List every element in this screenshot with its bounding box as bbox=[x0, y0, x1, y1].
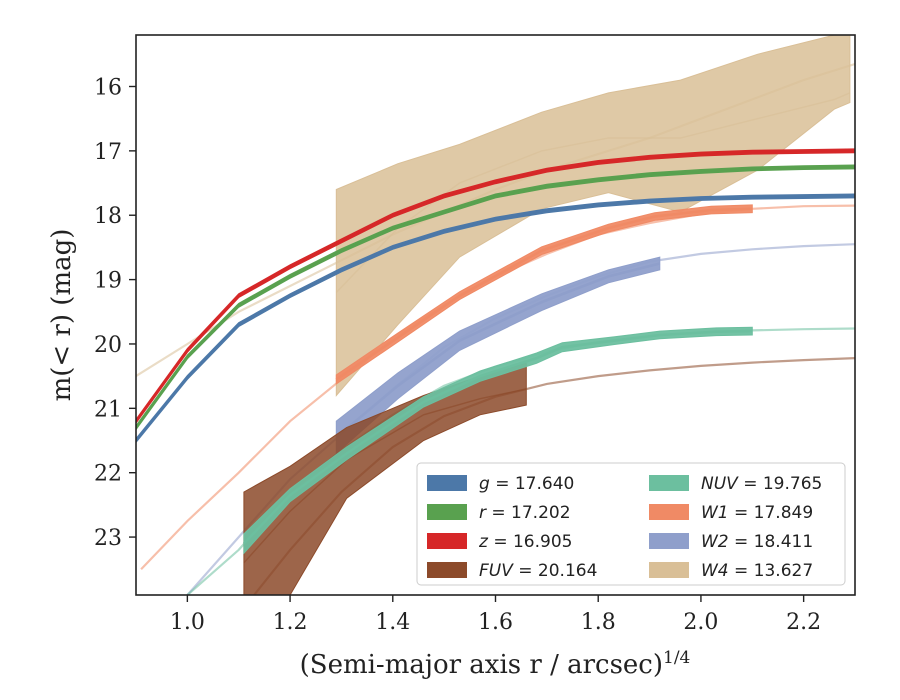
legend-label-fuv: FUV = 20.164 bbox=[479, 561, 597, 581]
series-w2-band bbox=[335, 256, 661, 455]
series-w2-line bbox=[335, 262, 661, 439]
series-w1-band bbox=[335, 204, 753, 385]
y-tick-label: 16 bbox=[94, 75, 122, 100]
series-g-band bbox=[136, 193, 855, 444]
legend-swatch-g bbox=[427, 475, 467, 491]
legend-label-g: g = 17.640 bbox=[479, 474, 574, 494]
y-axis-label: m(< r) (mag) bbox=[47, 229, 77, 402]
series-fuv-line bbox=[243, 388, 527, 564]
legend-swatch-z bbox=[427, 533, 467, 549]
x-axis: 1.0 1.2 1.4 1.6 1.8 2.0 2.2 bbox=[170, 595, 821, 635]
y-tick-label: 18 bbox=[94, 204, 122, 229]
series-w1-line bbox=[335, 207, 753, 381]
legend-label-w1: W1 = 17.849 bbox=[701, 503, 813, 523]
series-nuv-line bbox=[242, 329, 753, 545]
x-tick-label: 1.2 bbox=[273, 610, 308, 635]
y-tick-label: 17 bbox=[94, 140, 122, 165]
legend: g = 17.640 r = 17.202 z = 16.905 FUV = 20.1… bbox=[416, 462, 846, 586]
legend-item-nuv: NUV = 19.765 bbox=[649, 474, 822, 494]
series-g-line bbox=[136, 194, 855, 442]
legend-swatch-w1 bbox=[649, 504, 689, 520]
series-nuv-band bbox=[243, 326, 753, 555]
x-axis-label: (Semi-major axis r / arcsec)1/4 bbox=[300, 648, 691, 680]
legend-swatch-w2 bbox=[649, 533, 689, 549]
legend-swatch-r bbox=[427, 504, 467, 520]
legend-swatch-nuv bbox=[649, 475, 689, 491]
legend-label-nuv: NUV = 19.765 bbox=[701, 474, 822, 494]
x-tick-label: 2.0 bbox=[683, 610, 718, 635]
legend-item-w4: W4 = 13.627 bbox=[649, 561, 813, 581]
x-tick-label: 1.8 bbox=[581, 610, 616, 635]
legend-item-w2: W2 = 18.411 bbox=[649, 532, 813, 552]
x-axis-label-superscript: 1/4 bbox=[663, 648, 690, 668]
x-tick-label: 2.2 bbox=[786, 610, 821, 635]
y-axis: 16 17 18 19 20 21 22 23 bbox=[94, 75, 136, 551]
x-tick-label: 1.0 bbox=[170, 610, 205, 635]
y-tick-label: 22 bbox=[94, 462, 122, 487]
series-w4-band bbox=[335, 35, 851, 397]
plot-area bbox=[136, 35, 855, 595]
legend-label-z: z = 16.905 bbox=[478, 532, 572, 552]
legend-label-r: r = 17.202 bbox=[479, 503, 571, 523]
legend-item-w1: W1 = 17.849 bbox=[649, 503, 813, 523]
series-z-line bbox=[136, 149, 855, 422]
x-tick-label: 1.4 bbox=[375, 610, 410, 635]
legend-item-g: g = 17.640 bbox=[427, 474, 574, 494]
legend-item-r: r = 17.202 bbox=[427, 503, 571, 523]
y-tick-label: 19 bbox=[94, 269, 122, 294]
legend-swatch-w4 bbox=[649, 562, 689, 578]
series-fuv-band bbox=[243, 362, 527, 595]
series-z-band bbox=[136, 148, 855, 424]
legend-label-w2: W2 = 18.411 bbox=[701, 532, 813, 552]
y-tick-label: 21 bbox=[94, 397, 122, 422]
legend-item-fuv: FUV = 20.164 bbox=[427, 561, 597, 581]
y-tick-label: 23 bbox=[94, 526, 122, 551]
series-w4-line bbox=[335, 92, 851, 293]
legend-item-z: z = 16.905 bbox=[427, 532, 572, 552]
x-tick-label: 1.6 bbox=[478, 610, 513, 635]
legend-box bbox=[416, 462, 846, 586]
legend-swatch-fuv bbox=[427, 562, 467, 578]
y-tick-label: 20 bbox=[94, 333, 122, 358]
legend-label-w4: W4 = 13.627 bbox=[701, 561, 813, 581]
series-r-line bbox=[136, 165, 855, 429]
series-r-band bbox=[136, 164, 855, 431]
